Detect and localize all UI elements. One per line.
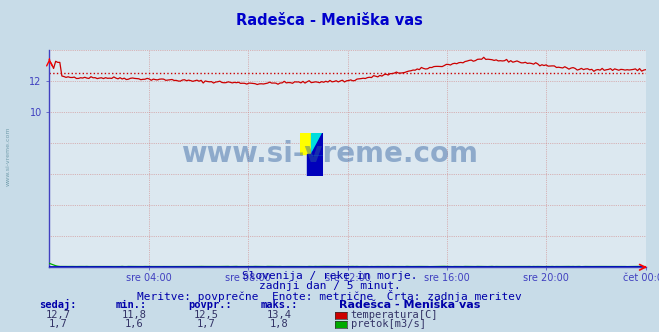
Text: Meritve: povprečne  Enote: metrične  Črta: zadnja meritev: Meritve: povprečne Enote: metrične Črta:… <box>137 290 522 302</box>
Text: min.:: min.: <box>115 300 146 310</box>
Text: zadnji dan / 5 minut.: zadnji dan / 5 minut. <box>258 281 401 290</box>
Text: Radešca - Meniška vas: Radešca - Meniška vas <box>339 300 481 310</box>
Text: 1,8: 1,8 <box>270 319 288 329</box>
Text: maks.:: maks.: <box>260 300 298 310</box>
Bar <box>307 154 323 176</box>
Text: 1,7: 1,7 <box>197 319 215 329</box>
Text: Radešca - Meniška vas: Radešca - Meniška vas <box>236 13 423 28</box>
Text: 12,5: 12,5 <box>194 310 219 320</box>
Text: 1,6: 1,6 <box>125 319 143 329</box>
Text: Slovenija / reke in morje.: Slovenija / reke in morje. <box>242 271 417 281</box>
Bar <box>312 133 323 154</box>
Bar <box>300 133 312 154</box>
Text: 12,7: 12,7 <box>45 310 71 320</box>
Text: temperatura[C]: temperatura[C] <box>351 310 438 320</box>
Text: povpr.:: povpr.: <box>188 300 231 310</box>
Text: www.si-vreme.com: www.si-vreme.com <box>5 126 11 186</box>
Text: 1,7: 1,7 <box>49 319 67 329</box>
Text: 11,8: 11,8 <box>121 310 146 320</box>
Polygon shape <box>312 133 323 154</box>
Text: pretok[m3/s]: pretok[m3/s] <box>351 319 426 329</box>
Polygon shape <box>312 133 323 154</box>
Text: 13,4: 13,4 <box>266 310 291 320</box>
Text: www.si-vreme.com: www.si-vreme.com <box>181 140 478 168</box>
Text: sedaj:: sedaj: <box>40 299 77 310</box>
